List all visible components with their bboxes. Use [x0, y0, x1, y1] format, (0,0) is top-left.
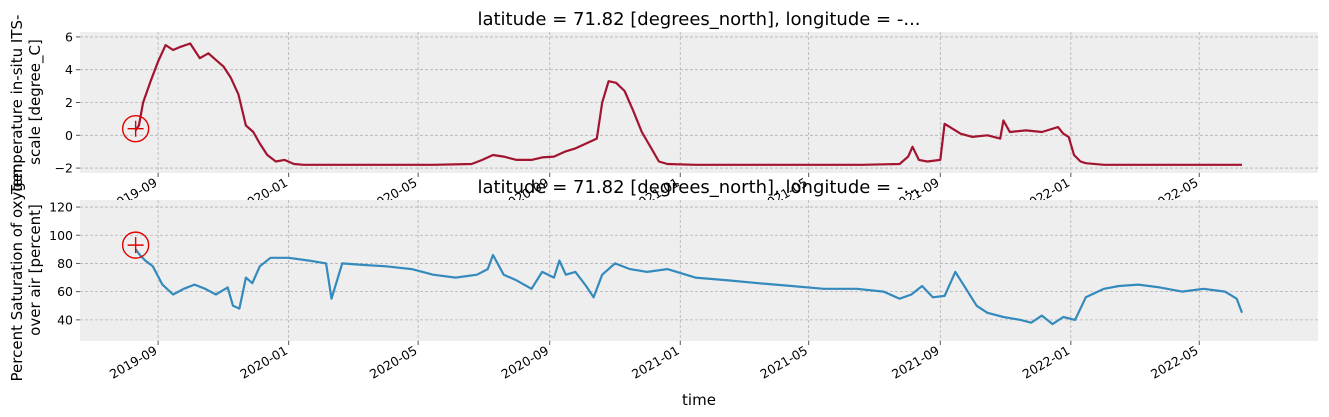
- bottom-panel: 40 60 80 100 120 2019-09 2020-01 2020-05 2020-0…: [8, 159, 1318, 409]
- bot-marker-circle: [121, 231, 150, 259]
- bottom-gridlines: [80, 200, 1318, 341]
- bottom-location-marker: [121, 231, 150, 259]
- top-location-marker: [121, 115, 150, 143]
- top-y-tick-label: 4: [65, 62, 73, 77]
- top-y-ticks: −2 0 2 4 6: [55, 29, 80, 176]
- top-y-tick-label: 0: [65, 128, 73, 143]
- bot-x-tick-label: 2020-09: [498, 343, 551, 382]
- bottom-plot-background: [80, 200, 1318, 341]
- bot-x-tick-label: 2020-05: [367, 343, 420, 382]
- top-gridlines: [80, 32, 1318, 173]
- bot-y-tick-label: 40: [57, 312, 73, 327]
- bottom-chart-title: latitude = 71.82 [degrees_north], longit…: [477, 177, 920, 198]
- top-chart-title: latitude = 71.82 [degrees_north], longit…: [477, 9, 920, 30]
- bottom-y-ticks: 40 60 80 100 120: [49, 200, 80, 327]
- bottom-series-line: [134, 248, 1244, 326]
- top-marker-circle: [121, 115, 150, 143]
- top-y-tick-label: 6: [65, 29, 73, 44]
- top-y-tick-label: −2: [55, 161, 73, 176]
- top-y-tick-label: 2: [65, 95, 73, 110]
- top-y-axis-label: Temperature in-situ ITS- scale [degree_C…: [8, 10, 45, 195]
- bot-y-tick-label: 100: [49, 228, 73, 243]
- bot-x-tick-label: 2021-01: [629, 343, 682, 382]
- bot-x-tick-label: 2021-05: [757, 343, 810, 382]
- bottom-y-axis-label: Percent Saturation of oxygen over air [p…: [8, 159, 44, 382]
- top-series-line: [134, 42, 1242, 166]
- bot-y-tick-label: 120: [49, 200, 73, 215]
- bottom-x-ticks: 2019-09 2020-01 2020-05 2020-09 2021-01 2021-…: [107, 341, 1201, 382]
- bot-x-tick-label: 2020-01: [237, 343, 290, 382]
- bot-y-tick-label: 80: [57, 256, 73, 271]
- bot-y-tick-label: 60: [57, 284, 73, 299]
- bot-x-tick-label: 2019-09: [107, 343, 160, 382]
- bot-x-tick-label: 2022-01: [1020, 343, 1073, 382]
- bot-x-tick-label: 2021-09: [889, 343, 942, 382]
- bot-x-tick-label: 2022-05: [1148, 343, 1201, 382]
- bottom-x-axis-label: time: [682, 391, 716, 409]
